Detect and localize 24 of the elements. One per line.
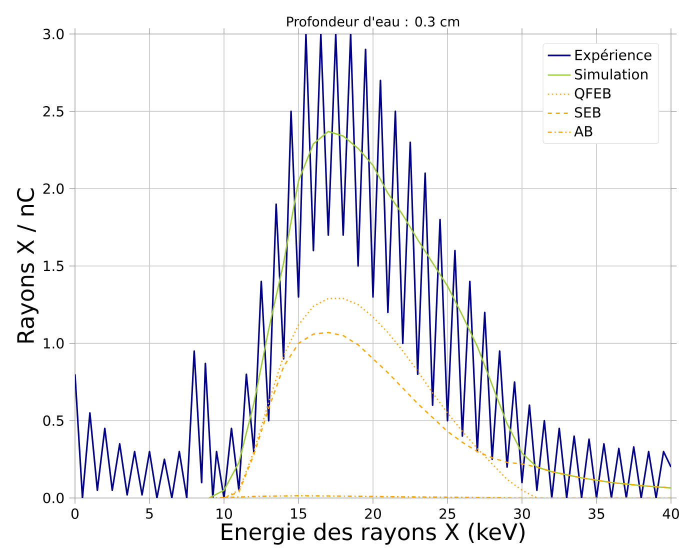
x-tick-label: 25 [440, 508, 456, 519]
x-tick-label: 20 [365, 508, 381, 519]
x-tick-label: 0 [71, 508, 79, 519]
x-tick-label: 40 [662, 508, 679, 519]
x-tick-label: 35 [588, 508, 604, 519]
y-tick-label: 2.5 [43, 106, 64, 117]
chart-title: Profondeur d'eau : 0.3 cm [287, 16, 460, 27]
legend-label: QFEB [574, 88, 611, 100]
legend-label: SEB [574, 107, 600, 118]
x-tick-label: 30 [514, 508, 530, 519]
x-axis-title: Energie des rayons X (keV) [222, 522, 524, 545]
legend-label: Expérience [575, 48, 652, 63]
x-tick-label: 15 [291, 508, 306, 519]
y-axis-title: Rayons X / nC [16, 188, 39, 343]
y-tick-label: 1.5 [44, 260, 64, 272]
y-tick-label: 3.0 [43, 28, 64, 40]
legend-label: Simulation [574, 68, 648, 80]
x-tick-label: 10 [216, 508, 232, 519]
y-tick-label: 0.5 [43, 415, 64, 426]
legend-label: AB [574, 126, 592, 136]
y-tick-label: 1.0 [44, 338, 64, 349]
y-tick-label: 2.0 [43, 183, 64, 194]
x-tick-label: 5 [146, 508, 153, 519]
y-tick-label: 0.0 [43, 492, 64, 504]
